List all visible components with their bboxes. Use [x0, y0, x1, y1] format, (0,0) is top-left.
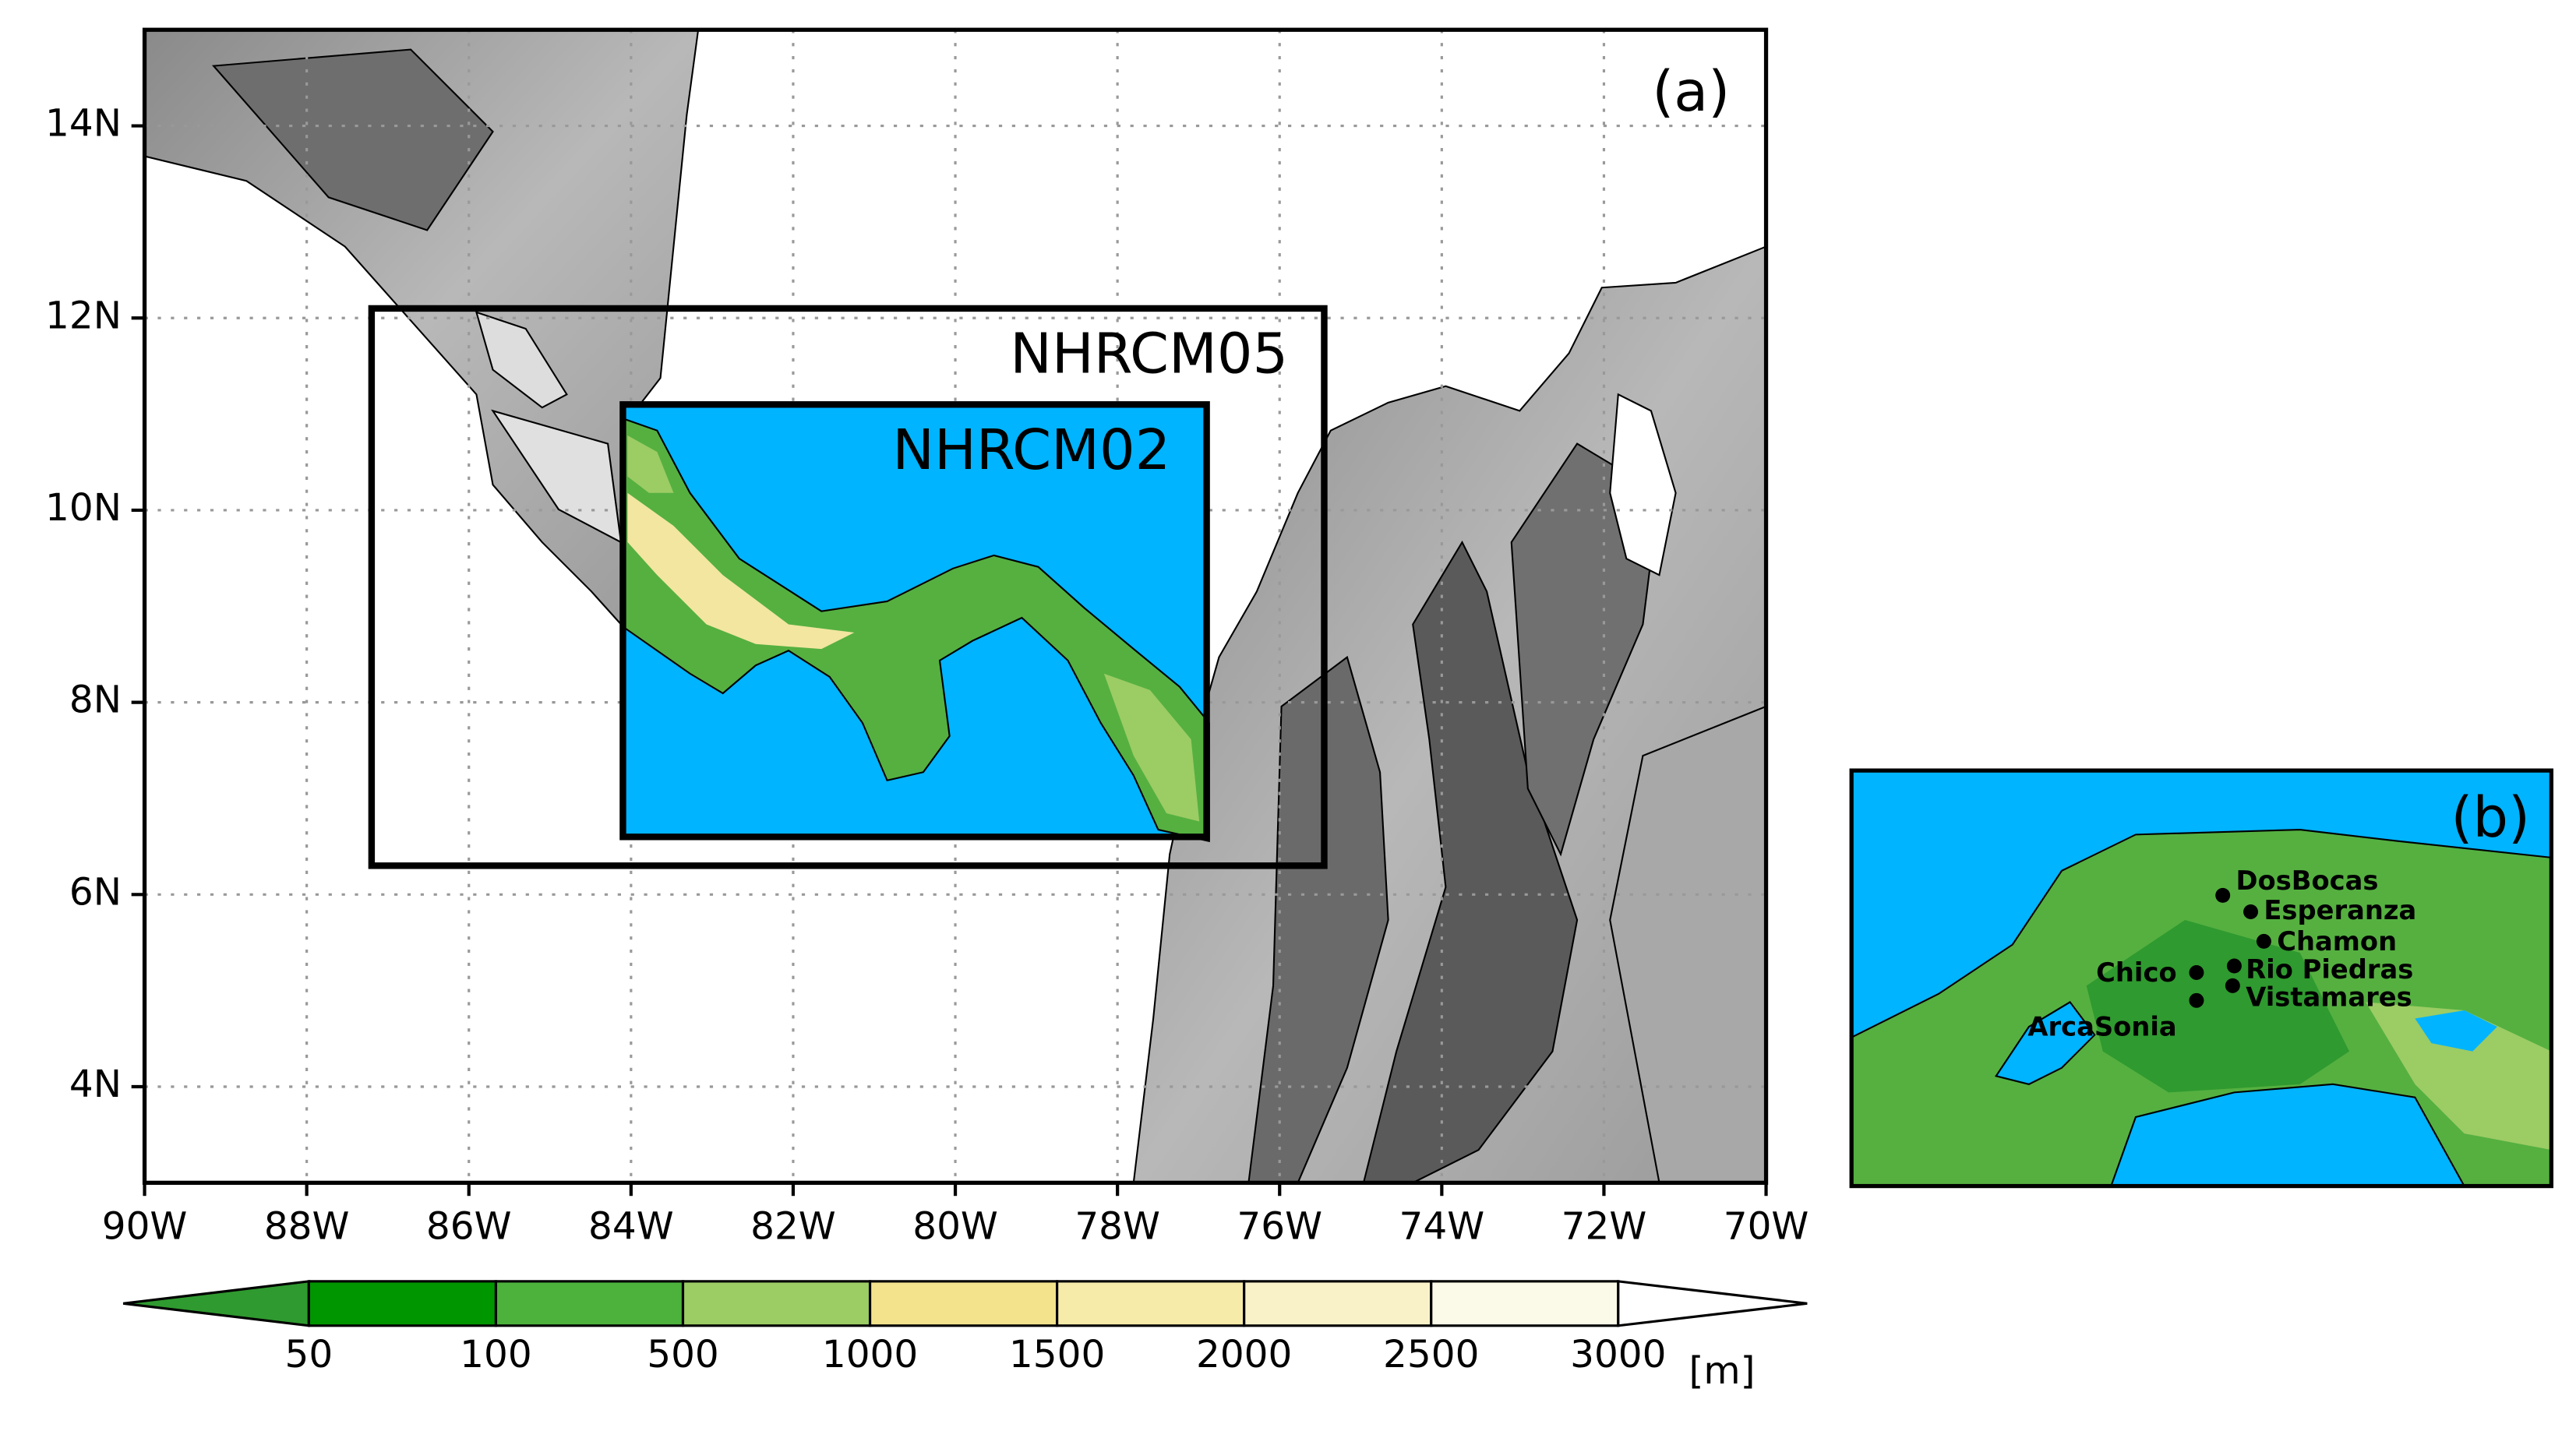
map-a-layer: NHRCM05 NHRCM02 (a) [144, 30, 1766, 1183]
station-dot [2226, 958, 2242, 974]
colorbar-label: 3000 [1570, 1333, 1666, 1376]
station-dot [2243, 904, 2259, 919]
maracaibo [1609, 393, 1677, 576]
domain-box [619, 401, 1210, 841]
land-b-light [2366, 1002, 2552, 1151]
x-tick-label: 78W [1075, 1204, 1160, 1248]
station-dot [2225, 978, 2240, 993]
colorbar-label: 2000 [1196, 1333, 1292, 1376]
domain-label: NHRCM02 [892, 417, 1170, 482]
colorbar-label: 1000 [822, 1333, 918, 1376]
colorbar-label: 100 [460, 1333, 532, 1376]
map-b-frame [1849, 768, 2554, 1189]
y-tick-label: 8N [69, 678, 122, 722]
colorbar-extend-high [1617, 1280, 1808, 1327]
colorbar-box [307, 1280, 498, 1327]
panama-mid [627, 435, 674, 493]
x-tick-label: 88W [264, 1204, 350, 1248]
y-tick-label: 10N [45, 486, 122, 530]
andes-ridge-1 [1362, 540, 1579, 1183]
colorbar-box [1056, 1280, 1246, 1327]
darien [1103, 673, 1200, 822]
x-tick-label: 70W [1724, 1204, 1809, 1248]
y-tick-label: 14N [45, 102, 122, 146]
highland-1 [211, 48, 494, 231]
x-tick-label: 74W [1399, 1204, 1485, 1248]
x-tick-label: 80W [912, 1204, 998, 1248]
sea-b [2110, 1083, 2465, 1186]
llanos [1609, 705, 1766, 1183]
station-label: ArcaSonia [2027, 1012, 2176, 1042]
station-label: Esperanza [2264, 895, 2416, 925]
colorbar-label: 1500 [1009, 1333, 1105, 1376]
station-label: Chico [2096, 957, 2176, 988]
domain-box [368, 305, 1328, 869]
station-label: DosBocas [2236, 865, 2379, 896]
y-tick-label: 6N [69, 870, 122, 914]
station-label: Chamon [2277, 926, 2397, 957]
panama-land [623, 418, 1210, 843]
station-dot [2189, 992, 2204, 1008]
lake [475, 311, 568, 409]
colorbar-box [868, 1280, 1059, 1327]
colorbar-extend-low [122, 1280, 310, 1327]
domain-label: NHRCM05 [1010, 321, 1288, 386]
lake-b [2415, 1010, 2497, 1052]
colorbar-unit: [m] [1689, 1349, 1755, 1393]
colorbar-box [494, 1280, 685, 1327]
x-tick-label: 76W [1237, 1204, 1322, 1248]
y-tick-label: 4N [69, 1063, 122, 1106]
x-tick-label: 86W [426, 1204, 512, 1248]
station-dot [2256, 933, 2271, 949]
panel-label: (b) [2451, 784, 2530, 850]
bay-b [1995, 1001, 2096, 1085]
colorbar-label: 2500 [1383, 1333, 1479, 1376]
x-tick-label: 84W [588, 1204, 674, 1248]
andes-ridge-3 [1510, 442, 1660, 857]
colorbar-label: 50 [285, 1333, 333, 1376]
x-tick-label: 72W [1561, 1204, 1647, 1248]
station-label: Vistamares [2246, 982, 2412, 1013]
colorbar-label: 500 [647, 1333, 719, 1376]
x-tick-label: 90W [102, 1204, 188, 1248]
domain-land [623, 418, 1210, 843]
station-label: Rio Piedras [2246, 954, 2413, 985]
station-dot [2189, 964, 2204, 980]
land-b-dark [2086, 919, 2350, 1093]
panama-highland [627, 492, 855, 650]
x-tick-label: 82W [750, 1204, 836, 1248]
colorbar-box [1430, 1280, 1620, 1327]
andes-ridge-2 [1247, 655, 1389, 1183]
colorbar-box [681, 1280, 872, 1327]
y-tick-label: 12N [45, 294, 122, 337]
colorbar-box [1243, 1280, 1433, 1327]
station-dot [2215, 887, 2231, 903]
panel-label: (a) [1652, 58, 1730, 124]
